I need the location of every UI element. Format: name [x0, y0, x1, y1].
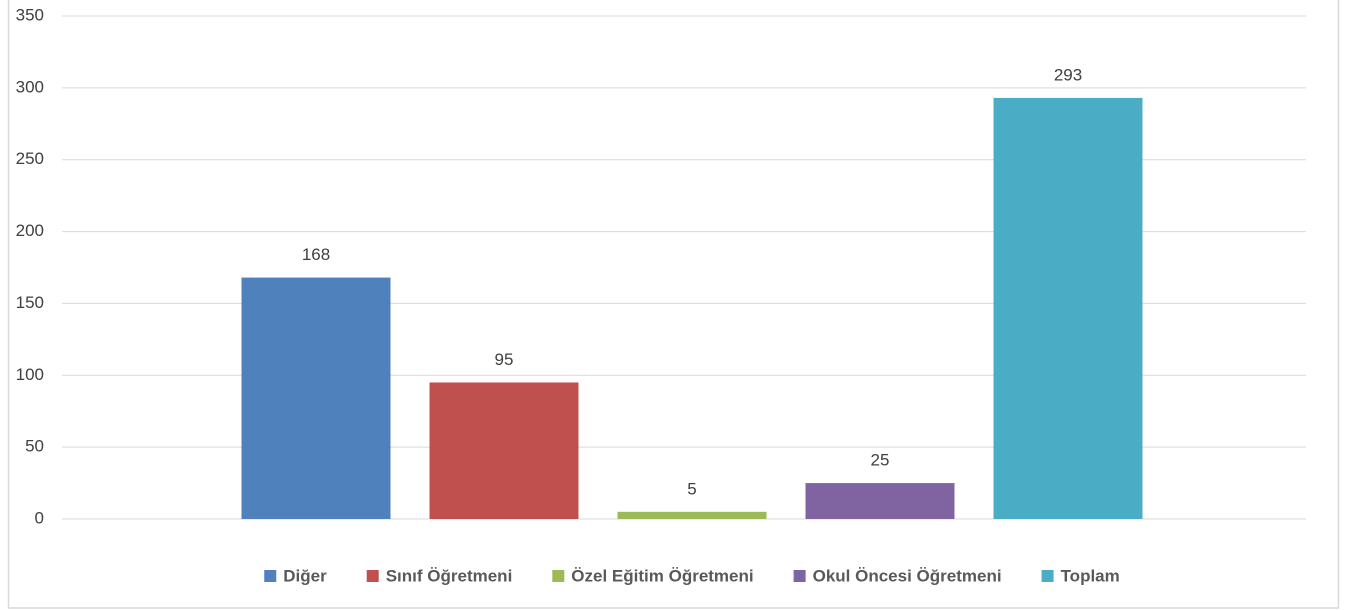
legend-label: Diğer: [283, 566, 327, 585]
data-label: 25: [871, 451, 890, 470]
bar: [429, 382, 579, 519]
legend-swatch: [793, 570, 806, 582]
data-label: 95: [495, 350, 514, 369]
data-label: 293: [1054, 65, 1082, 84]
y-tick-label: 250: [16, 149, 44, 168]
legend-label: Toplam: [1061, 566, 1120, 585]
bar: [805, 483, 955, 519]
y-tick-label: 50: [25, 437, 44, 456]
y-tick-label: 200: [16, 221, 44, 240]
data-label: 5: [687, 479, 696, 498]
bar: [241, 277, 391, 519]
y-tick-label: 100: [16, 365, 44, 384]
legend-label: Sınıf Öğretmeni: [386, 566, 513, 585]
legend-swatch: [552, 570, 565, 582]
y-tick-label: 350: [16, 5, 44, 24]
bar: [617, 511, 767, 519]
legend-label: Özel Eğitim Öğretmeni: [571, 566, 753, 585]
y-tick-label: 0: [35, 508, 44, 527]
legend-swatch: [1041, 570, 1054, 582]
data-label: 168: [302, 245, 330, 264]
y-tick-label: 300: [16, 77, 44, 96]
legend-swatch: [264, 570, 277, 582]
y-tick-label: 150: [16, 293, 44, 312]
legend: Diğer Sınıf Öğretmeni Özel Eğitim Öğretmen…: [264, 566, 1120, 585]
bar: [993, 97, 1143, 519]
legend-swatch: [366, 570, 379, 582]
legend-label: Okul Öncesi Öğretmeni: [813, 566, 1002, 585]
